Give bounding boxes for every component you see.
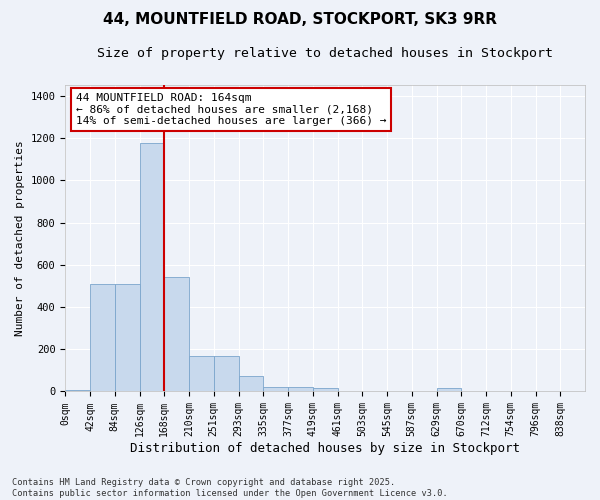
Bar bbox=[437, 388, 461, 392]
Bar bbox=[189, 356, 214, 392]
Bar bbox=[239, 376, 263, 392]
Bar bbox=[140, 144, 164, 392]
Title: Size of property relative to detached houses in Stockport: Size of property relative to detached ho… bbox=[97, 48, 553, 60]
Text: Contains HM Land Registry data © Crown copyright and database right 2025.
Contai: Contains HM Land Registry data © Crown c… bbox=[12, 478, 448, 498]
Bar bbox=[115, 284, 140, 392]
Bar bbox=[164, 278, 189, 392]
X-axis label: Distribution of detached houses by size in Stockport: Distribution of detached houses by size … bbox=[130, 442, 520, 455]
Bar bbox=[313, 388, 338, 392]
Bar bbox=[263, 387, 288, 392]
Text: 44 MOUNTFIELD ROAD: 164sqm
← 86% of detached houses are smaller (2,168)
14% of s: 44 MOUNTFIELD ROAD: 164sqm ← 86% of deta… bbox=[76, 93, 386, 126]
Y-axis label: Number of detached properties: Number of detached properties bbox=[15, 140, 25, 336]
Bar bbox=[288, 387, 313, 392]
Bar bbox=[214, 356, 239, 392]
Bar bbox=[560, 390, 585, 392]
Text: 44, MOUNTFIELD ROAD, STOCKPORT, SK3 9RR: 44, MOUNTFIELD ROAD, STOCKPORT, SK3 9RR bbox=[103, 12, 497, 28]
Bar bbox=[90, 284, 115, 392]
Bar bbox=[65, 390, 90, 392]
